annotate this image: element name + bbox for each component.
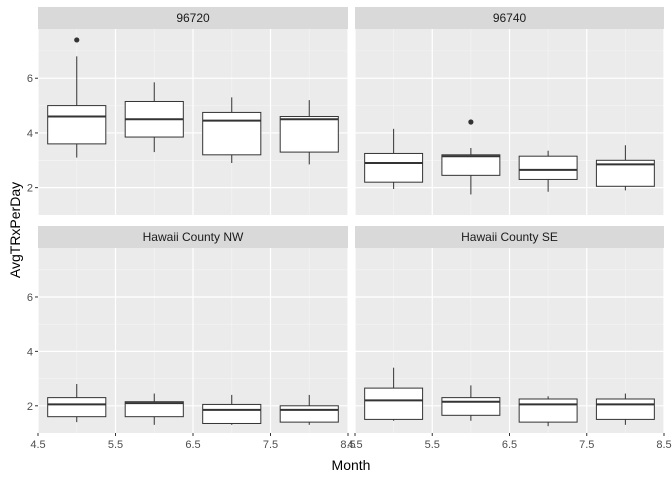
box-iqr xyxy=(124,401,184,418)
facet-panel: 96740 xyxy=(354,7,665,215)
boxplot xyxy=(124,82,184,153)
facet-strip xyxy=(355,226,664,248)
facet-strip-label: Hawaii County NW xyxy=(143,230,244,244)
y-tick-label: 6 xyxy=(27,73,33,85)
boxplot xyxy=(202,97,262,164)
outlier-point xyxy=(74,37,80,43)
x-tick-label: 6.5 xyxy=(185,439,200,451)
y-tick-label: 6 xyxy=(27,292,33,304)
box-iqr xyxy=(47,105,107,145)
facet-strip-label: Hawaii County SE xyxy=(461,230,558,244)
x-tick-label: 5.5 xyxy=(425,439,440,451)
x-tick-label: 7.5 xyxy=(579,439,594,451)
box-iqr xyxy=(595,398,655,420)
boxplot xyxy=(595,145,655,191)
x-tick-label: 8.5 xyxy=(656,439,671,451)
facet-strip xyxy=(38,226,348,248)
y-axis-title: AvgTRxPerDay xyxy=(7,182,23,278)
box-iqr xyxy=(364,152,424,183)
box-iqr xyxy=(441,154,501,176)
boxplot xyxy=(202,394,262,425)
boxplot xyxy=(364,128,424,190)
y-tick-label: 2 xyxy=(27,401,33,413)
boxplot xyxy=(595,393,655,425)
facet-panel: Hawaii County SE 4.5 5.5 6.5 7.5 8.5 xyxy=(347,226,672,451)
facet-strip-label: 96740 xyxy=(493,11,527,25)
boxplot xyxy=(124,393,184,425)
box-iqr xyxy=(202,403,262,424)
y-tick-label: 2 xyxy=(27,183,33,195)
x-tick-label: 8.5 xyxy=(340,439,355,451)
boxplot xyxy=(47,37,107,158)
boxplot xyxy=(47,384,107,423)
box-iqr xyxy=(364,387,424,420)
boxplot xyxy=(518,150,578,192)
box-iqr xyxy=(441,397,501,416)
box-iqr xyxy=(279,116,339,153)
box-iqr xyxy=(518,155,578,180)
y-tick-label: 4 xyxy=(27,346,33,358)
boxplot xyxy=(518,396,578,427)
boxplot xyxy=(441,385,501,421)
facet-panel: Hawaii County NW 2 4 6 4.5 5.5 6.5 7.5 8.5 xyxy=(27,226,356,451)
boxplot xyxy=(441,119,501,195)
box-iqr xyxy=(518,398,578,423)
boxplot xyxy=(364,367,424,421)
box-iqr xyxy=(202,111,262,156)
facet-strip xyxy=(355,7,664,29)
x-tick-label: 4.5 xyxy=(347,439,362,451)
x-axis-title: Month xyxy=(332,457,371,473)
box-iqr xyxy=(279,405,339,423)
boxplot xyxy=(279,394,339,425)
outlier-point xyxy=(468,119,474,125)
x-tick-label: 6.5 xyxy=(502,439,517,451)
x-tick-label: 5.5 xyxy=(108,439,123,451)
y-tick-label: 4 xyxy=(27,128,33,140)
facet-strip xyxy=(38,7,348,29)
boxplot xyxy=(279,100,339,165)
facet-strip-label: 96720 xyxy=(176,11,210,25)
facet-panel: 96720 2 4 6 xyxy=(27,7,349,215)
x-tick-label: 4.5 xyxy=(30,439,45,451)
x-tick-label: 7.5 xyxy=(263,439,278,451)
box-iqr xyxy=(47,397,107,418)
